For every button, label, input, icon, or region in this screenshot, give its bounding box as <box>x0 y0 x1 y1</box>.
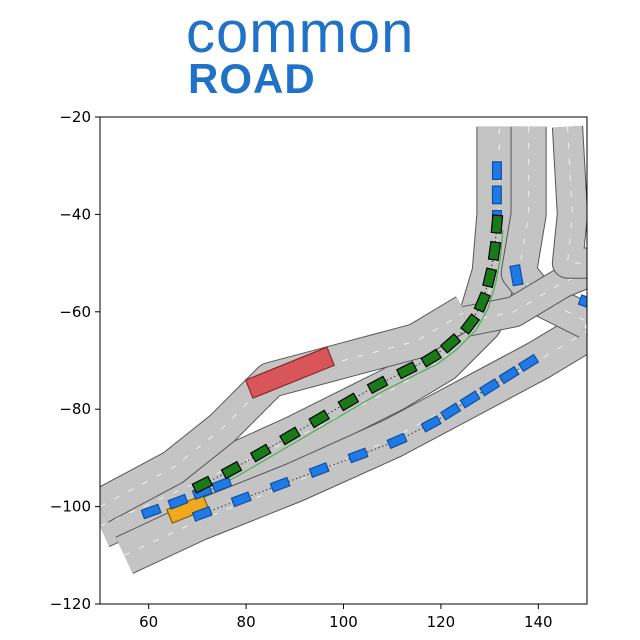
far-right-road-centerline <box>566 126 587 264</box>
logo-text-common: common <box>186 0 415 65</box>
y-tick-label--80: −80 <box>59 400 91 418</box>
commonroad-logo: common ROAD <box>0 0 640 110</box>
ego-vehicle-state-14 <box>490 214 504 234</box>
other-vehicle-vertical-1 <box>491 185 502 205</box>
other-vehicle-lower-9 <box>479 378 501 397</box>
other-vehicle-lower-3 <box>308 462 330 479</box>
other-vehicle-lower-11 <box>518 353 540 373</box>
ego-vehicle-state-5 <box>337 392 360 412</box>
y-tick-label--20: −20 <box>59 108 91 126</box>
ego-vehicle-state-8 <box>420 348 442 368</box>
x-tick-label-60: 60 <box>139 613 158 631</box>
x-tick-label-140: 140 <box>524 613 553 631</box>
ego-vehicle-state-4 <box>308 409 331 429</box>
y-tick-label--120: −120 <box>50 595 91 613</box>
other-vehicle-lower-4 <box>347 447 369 464</box>
other-vehicle-vertical-0 <box>491 161 502 180</box>
ticks-layer: 60 80 100 120 140 −20 −40 −60 −80 −100 −120 <box>50 108 553 631</box>
upper-left-connector-centerline <box>100 311 466 508</box>
other-vehicle-main-3 <box>211 476 233 493</box>
other-vehicle-lower-8 <box>459 390 481 409</box>
ego-vehicle-state-0 <box>191 475 214 494</box>
ego-vehicle-state-11 <box>473 291 491 313</box>
ego-vehicle-state-10 <box>460 313 481 335</box>
logo-text-road: ROAD <box>188 55 316 102</box>
other-vehicle-lower-5 <box>386 432 408 450</box>
other-vehicle-main-1 <box>167 493 189 510</box>
y-tick-label--40: −40 <box>59 205 91 223</box>
single-vehicle <box>509 264 524 287</box>
goal-region-line <box>208 230 504 492</box>
y-tick-label--60: −60 <box>59 303 91 321</box>
other-vehicle-lower-0 <box>191 505 213 522</box>
ego-vehicle-state-2 <box>249 443 272 463</box>
static-obstacle <box>244 346 335 399</box>
ego-vehicle-state-1 <box>220 460 243 480</box>
other-vehicle-lower-7 <box>440 402 462 421</box>
other-vehicle-lower-1 <box>230 491 252 508</box>
other-vehicle-main-0 <box>140 503 162 520</box>
x-tick-label-80: 80 <box>237 613 256 631</box>
y-tick-label--100: −100 <box>50 498 91 516</box>
ego-vehicle-state-7 <box>396 361 418 380</box>
x-tick-label-100: 100 <box>329 613 358 631</box>
ego-vehicle-state-3 <box>279 426 301 446</box>
x-tick-label-120: 120 <box>427 613 456 631</box>
other-vehicle-lower-10 <box>498 365 520 385</box>
ego-vehicle-state-12 <box>482 267 498 289</box>
edge-vehicle <box>577 294 587 310</box>
ego-vehicle-state-6 <box>366 375 389 395</box>
ego-vehicle-state-13 <box>487 240 502 261</box>
ego-vehicle-state-9 <box>439 333 462 354</box>
vehicles-layer <box>140 161 587 524</box>
other-vehicle-lower-6 <box>420 414 442 433</box>
other-vehicle-lower-2 <box>269 476 291 493</box>
